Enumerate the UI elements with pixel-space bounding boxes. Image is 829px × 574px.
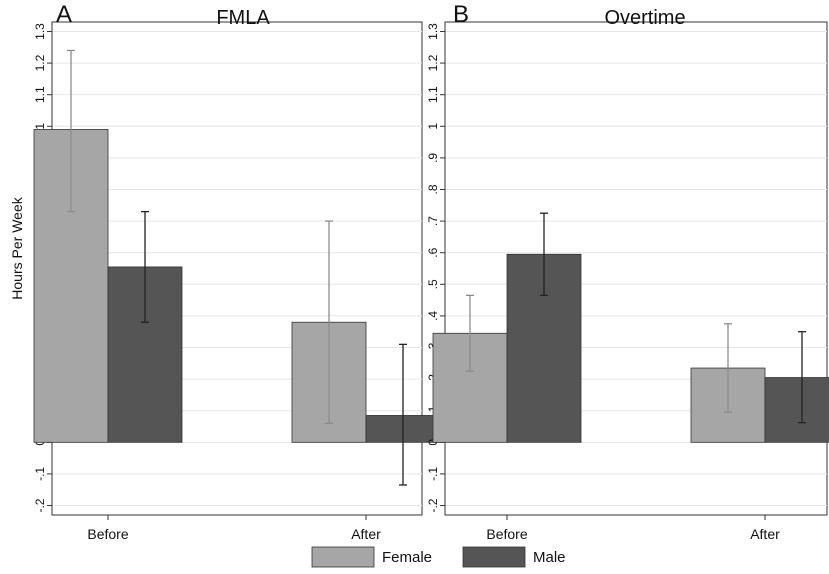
y-tick-label: .8 [426,184,440,194]
legend-label-female: Female [382,549,432,566]
legend-swatch-female [311,546,375,568]
x-category-label: After [351,526,381,542]
y-tick-label: 1.3 [426,23,440,40]
y-tick-label: 1.3 [33,23,47,40]
legend: Female Male [311,546,566,568]
y-tick-label: 1.1 [426,86,440,103]
y-tick-label: .4 [426,311,440,321]
y-tick-label: -.2 [33,498,47,512]
chart-panel-a: -.2-.10.1.2.3.4.5.6.7.8.911.11.21.3Befor… [9,1,441,542]
panel-title: Overtime [604,7,685,29]
y-axis-label: Hours Per Week [9,196,25,299]
y-tick-label: 1.1 [33,86,47,103]
y-tick-label: -.1 [426,467,440,481]
chart-panel-b: -.2-.10.1.2.3.4.5.6.7.8.911.11.21.3Befor… [426,1,829,542]
y-tick-label: .9 [426,153,440,163]
x-category-label: Before [486,526,527,542]
y-tick-label: -.2 [426,498,440,512]
y-tick-label: 1 [33,123,47,130]
legend-swatch-male [462,546,526,568]
panel-letter: B [453,1,469,28]
bar-male-after [764,377,829,443]
y-tick-label: 1 [426,123,440,130]
x-category-label: After [750,526,780,542]
x-category-label: Before [87,526,128,542]
y-tick-label: .6 [426,247,440,257]
y-tick-label: 1.2 [33,54,47,71]
y-tick-label: 1.2 [426,54,440,71]
panel-title: FMLA [216,7,270,29]
y-tick-label: -.1 [33,467,47,481]
panel-letter: A [56,1,72,28]
legend-label-male: Male [533,549,566,566]
y-tick-label: .7 [426,216,440,226]
y-tick-label: .5 [426,279,440,289]
